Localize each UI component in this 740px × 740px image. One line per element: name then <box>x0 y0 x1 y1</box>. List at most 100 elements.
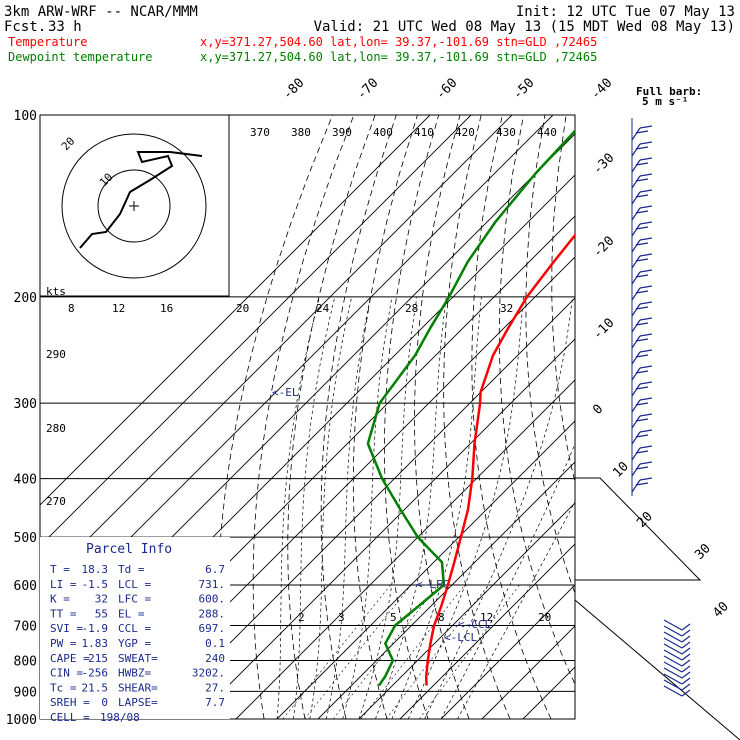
pressure-tick-label: 600 <box>14 579 37 594</box>
parcel-info-cell: SREH = <box>50 696 90 709</box>
wind-barb-flag <box>639 445 653 449</box>
wind-barb-flag <box>639 461 653 465</box>
isotherm-line <box>40 115 472 547</box>
moist-adiabat <box>457 500 575 719</box>
model-title: 3km ARW-WRF -- NCAR/MMM <box>4 4 198 20</box>
wind-barb-flag <box>635 290 649 294</box>
wind-barb-flag <box>681 647 691 655</box>
wind-barb <box>663 637 683 649</box>
isotherm-label: -70 <box>354 76 381 103</box>
wind-barb-flag <box>681 641 691 649</box>
theta-side-label: 270 <box>46 495 66 508</box>
valid-time: Valid: 21 UTC Wed 08 May 13 (15 MDT Wed … <box>314 19 735 35</box>
wind-barb-flag <box>639 189 653 193</box>
temperature-legend: Temperature <box>8 35 87 49</box>
parcel-info-cell: LFC = <box>118 593 151 606</box>
isotherm-line <box>153 297 575 719</box>
moist-adiabat <box>424 296 573 719</box>
parcel-info-cell: T = <box>50 563 70 576</box>
pressure-tick-label: 800 <box>14 654 37 669</box>
wind-barbs <box>631 118 691 697</box>
parcel-info-cell: -1.9 <box>82 622 109 635</box>
moist-adiabat <box>309 296 353 719</box>
mixing-ratio-line <box>419 584 520 719</box>
wind-barb <box>663 631 683 643</box>
wind-barb <box>631 255 641 269</box>
fcst-label: Fcst. <box>4 19 46 35</box>
isotherm-line <box>40 115 513 588</box>
hodograph-ring-10 <box>97 169 171 243</box>
wind-barb-flag <box>635 226 649 230</box>
parcel-info-cell: 731. <box>199 578 226 591</box>
dry-adiabat <box>414 115 470 719</box>
temperature-curve <box>424 233 575 686</box>
parcel-info-cell: 3202. <box>192 667 225 680</box>
mixing-ratio-label: 8 <box>438 611 445 624</box>
wind-barb-flag <box>635 306 649 310</box>
wind-barb-flag <box>635 210 649 214</box>
parcel-info-cell: PW = <box>50 637 77 650</box>
wind-barb <box>631 175 641 189</box>
parcel-info-cell: 215 <box>88 652 108 665</box>
ccl-marker: <-CCL <box>458 618 491 631</box>
mixing-ratio-label: 3 <box>338 611 345 624</box>
wind-barb-flag <box>635 146 649 150</box>
isotherm-line <box>194 338 575 719</box>
parcel-info-cell: Tc = <box>50 681 77 694</box>
isotherm-label: -10 <box>590 316 617 343</box>
theta-e-label: 410 <box>414 126 434 139</box>
parcel-info-title: Parcel Info <box>86 542 172 557</box>
dry-adiabat <box>471 115 552 719</box>
hodograph-ring-20 <box>61 133 207 279</box>
barb-legend-unit: 5 m s⁻¹ <box>642 95 688 108</box>
parcel-info-cell: HWBZ= <box>118 667 151 680</box>
wind-barb-flag <box>635 418 649 422</box>
wind-barb-flag <box>635 258 649 262</box>
dry-adiabat <box>216 115 333 719</box>
dry-adiabat <box>551 115 575 484</box>
plot-frame <box>39 114 576 720</box>
isotherm-label: -20 <box>590 234 617 261</box>
mixing-ratio-label: 12 <box>480 611 493 624</box>
wind-barb <box>631 399 641 413</box>
isotherm-line <box>481 625 575 719</box>
hodograph-unit: kts <box>46 285 66 298</box>
dry-adiabat <box>443 115 511 719</box>
wind-barb <box>631 239 641 253</box>
wind-barb <box>631 367 641 381</box>
wind-barb-flag <box>635 402 649 406</box>
wind-barb-flag <box>635 194 649 198</box>
dry-adiabat <box>671 115 740 719</box>
speed-scale-label: 32 <box>500 302 513 315</box>
parcel-info-cell: SVI = <box>50 622 83 635</box>
moist-adiabat <box>342 296 393 719</box>
wind-barb-flag <box>635 130 649 134</box>
parcel-info-cell: 7.7 <box>205 696 225 709</box>
wind-barb-flag <box>681 689 691 697</box>
hodograph-trace <box>79 151 203 249</box>
wind-barb-flag <box>635 322 649 326</box>
isotherm-label: -40 <box>588 76 615 103</box>
wind-barb <box>663 619 683 631</box>
wind-barb-flag <box>639 173 653 177</box>
moist-adiabat <box>325 296 371 719</box>
parcel-info-cell: Td = <box>118 563 145 576</box>
wind-barb <box>631 431 641 445</box>
wind-barb-flag <box>635 178 649 182</box>
wind-barb <box>663 685 683 697</box>
mixing-ratio-label: 5 <box>390 611 397 624</box>
wind-barb-flag <box>639 365 653 369</box>
parcel-info-cell: 600. <box>199 593 226 606</box>
dry-adiabat <box>252 115 355 719</box>
wind-barb <box>663 679 683 691</box>
moist-adiabat <box>407 296 524 719</box>
wind-barb-flag <box>639 349 653 353</box>
speed-scale-label: 12 <box>112 302 125 315</box>
wind-barb-flag <box>635 242 649 246</box>
wedge-edge <box>574 599 740 740</box>
mixing-ratio-line <box>304 584 412 719</box>
wind-barb <box>663 625 683 637</box>
theta-e-label: 370 <box>250 126 270 139</box>
el-marker: <-EL <box>272 386 299 399</box>
